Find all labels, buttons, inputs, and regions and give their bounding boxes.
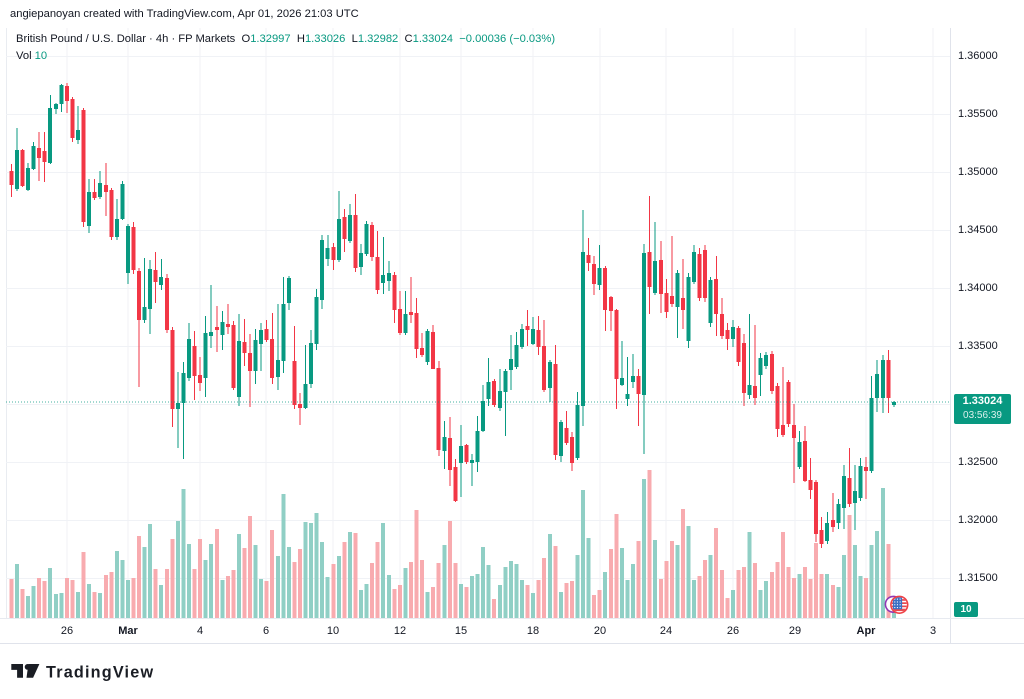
svg-text:TradingView: TradingView	[46, 663, 154, 681]
